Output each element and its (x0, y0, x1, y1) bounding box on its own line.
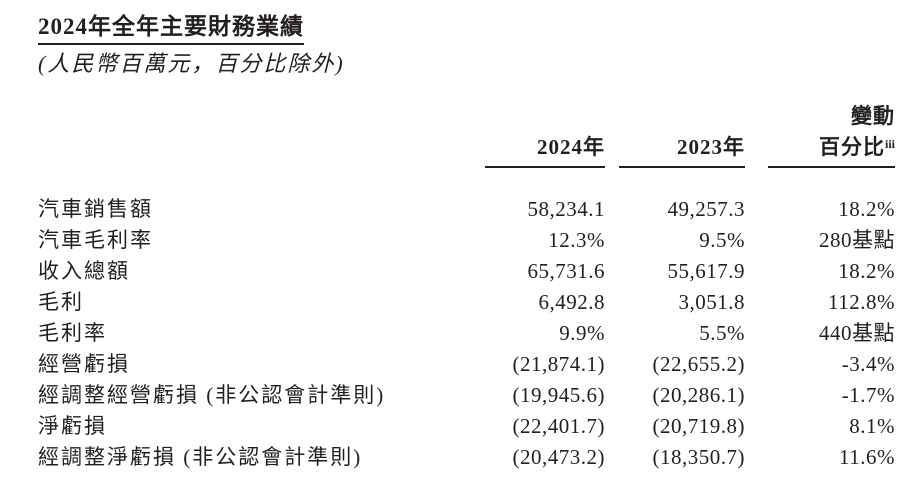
table-row: 毛利 6,492.8 3,051.8 112.8% (38, 287, 895, 318)
value-2023: 49,257.3 (667, 197, 745, 221)
value-2023: (18,350.7) (652, 445, 745, 469)
value-change: 18.2% (838, 197, 895, 221)
value-2023: (20,286.1) (652, 383, 745, 407)
value-2024: (21,874.1) (512, 352, 605, 376)
header-change-label: 變動 (851, 104, 895, 128)
value-change: 11.6% (839, 445, 895, 469)
value-2024: (20,473.2) (512, 445, 605, 469)
table-row: 經營虧損 (21,874.1) (22,655.2) -3.4% (38, 349, 895, 380)
table-row: 毛利率 9.9% 5.5% 440基點 (38, 318, 895, 349)
value-2024: (19,945.6) (512, 383, 605, 407)
table-body: 汽車銷售額 58,234.1 49,257.3 18.2% 汽車毛利率 12.3… (38, 194, 895, 473)
page-title: 2024年全年主要財務業績 (38, 13, 304, 45)
header-col-2024: 2024年 (537, 135, 605, 159)
value-2024: 6,492.8 (538, 290, 605, 314)
table-row: 經調整淨虧損 (非公認會計準則) (20,473.2) (18,350.7) 1… (38, 442, 895, 473)
column-rule-2024 (485, 166, 605, 168)
value-2024: 65,731.6 (527, 259, 605, 283)
header-col-2023: 2023年 (677, 135, 745, 159)
value-2024: 58,234.1 (527, 197, 605, 221)
financial-results-section: 2024年全年主要財務業績 (人民幣百萬元，百分比除外) 變動 2024年 20… (38, 13, 895, 473)
table-row: 汽車銷售額 58,234.1 49,257.3 18.2% (38, 194, 895, 225)
row-label: 經調整經營虧損 (非公認會計準則) (38, 383, 386, 407)
row-label: 毛利率 (38, 321, 107, 345)
table-row: 收入總額 65,731.6 55,617.9 18.2% (38, 256, 895, 287)
value-2024: 12.3% (548, 228, 605, 252)
value-change: 18.2% (838, 259, 895, 283)
row-label: 經調整淨虧損 (非公認會計準則) (38, 445, 363, 469)
table-row: 經調整經營虧損 (非公認會計準則) (19,945.6) (20,286.1) … (38, 380, 895, 411)
rule-spacer (38, 166, 485, 168)
page-subtitle: (人民幣百萬元，百分比除外) (38, 51, 345, 76)
row-label: 經營虧損 (38, 352, 130, 376)
value-change: 112.8% (828, 290, 895, 314)
footnote-marker-iii: iii (884, 137, 895, 151)
row-label: 汽車銷售額 (38, 197, 153, 221)
header-col-change: 百分比iii (745, 132, 895, 163)
table-header-row-2: 2024年 2023年 百分比iii (38, 132, 895, 163)
value-2023: 55,617.9 (667, 259, 745, 283)
value-2024: (22,401.7) (512, 414, 605, 438)
value-change: 8.1% (849, 414, 895, 438)
table-row: 汽車毛利率 12.3% 9.5% 280基點 (38, 225, 895, 256)
row-label: 淨虧損 (38, 414, 107, 438)
value-2023: (20,719.8) (652, 414, 745, 438)
financial-table: 變動 2024年 2023年 百分比iii 汽車銷售額 58,234.1 49,… (38, 101, 895, 473)
column-rule-2023 (619, 166, 745, 168)
row-label: 毛利 (38, 290, 84, 314)
value-change: -3.4% (841, 352, 895, 376)
table-row: 淨虧損 (22,401.7) (20,719.8) 8.1% (38, 411, 895, 442)
value-2024: 9.9% (559, 321, 605, 345)
value-2023: 3,051.8 (678, 290, 745, 314)
value-2023: (22,655.2) (652, 352, 745, 376)
value-change: 280基點 (819, 228, 895, 252)
column-rule-change (768, 166, 895, 168)
value-2023: 5.5% (699, 321, 745, 345)
value-change: 440基點 (819, 321, 895, 345)
row-label: 汽車毛利率 (38, 228, 153, 252)
header-change-pct-label: 百分比 (818, 135, 885, 159)
value-2023: 9.5% (699, 228, 745, 252)
row-label: 收入總額 (38, 259, 130, 283)
header-rule-row (38, 166, 895, 168)
table-header-row-1: 變動 (38, 101, 895, 132)
value-change: -1.7% (841, 383, 895, 407)
